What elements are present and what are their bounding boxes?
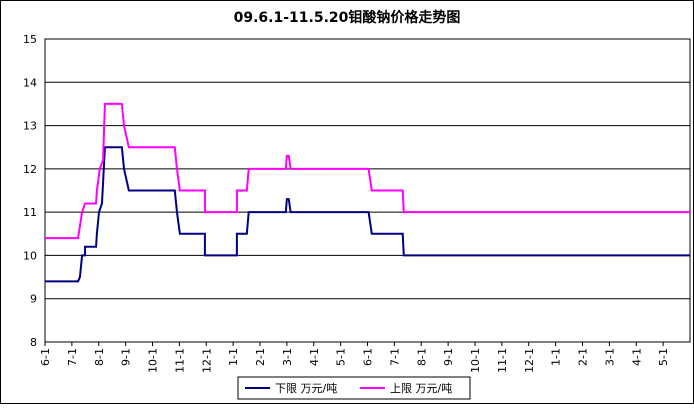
x-tick-label: 7-1 <box>388 348 401 366</box>
x-tick-label: 11-1 <box>496 348 509 373</box>
x-tick-label: 6-1 <box>39 348 52 366</box>
x-tick-label: 1-1 <box>227 348 240 366</box>
x-tick-label: 2-1 <box>577 348 590 366</box>
chart-title: 09.6.1-11.5.20钼酸钠价格走势图 <box>234 9 461 26</box>
y-tick-label: 10 <box>23 249 37 262</box>
x-tick-label: 5-1 <box>335 348 348 366</box>
y-tick-label: 15 <box>23 33 37 46</box>
legend-label: 下限 万元/吨 <box>275 382 337 395</box>
x-tick-label: 11-1 <box>173 348 186 373</box>
y-tick-label: 8 <box>30 336 37 349</box>
y-tick-label: 13 <box>23 120 37 133</box>
x-tick-label: 9-1 <box>442 348 455 366</box>
x-tick-label: 12-1 <box>523 348 536 373</box>
y-tick-label: 14 <box>23 76 37 89</box>
y-tick-label: 11 <box>23 206 37 219</box>
x-tick-label: 3-1 <box>281 348 294 366</box>
x-tick-label: 5-1 <box>657 348 670 366</box>
series-line <box>45 102 690 240</box>
x-tick-label: 9-1 <box>120 348 133 366</box>
legend <box>237 376 471 400</box>
x-tick-label: 6-1 <box>362 348 375 366</box>
x-tick-label: 3-1 <box>603 348 616 366</box>
x-tick-label: 1-1 <box>550 348 563 366</box>
series-line <box>45 146 690 283</box>
x-tick-label: 8-1 <box>415 348 428 366</box>
x-tick-label: 4-1 <box>308 348 321 366</box>
x-tick-label: 8-1 <box>93 348 106 366</box>
y-tick-label: 9 <box>30 293 37 306</box>
x-tick-label: 12-1 <box>200 348 213 373</box>
y-tick-label: 12 <box>23 163 37 176</box>
legend-label: 上限 万元/吨 <box>390 382 452 395</box>
x-tick-label: 10-1 <box>469 348 482 373</box>
x-tick-label: 4-1 <box>630 348 643 366</box>
x-tick-label: 2-1 <box>254 348 267 366</box>
x-tick-label: 10-1 <box>147 348 160 373</box>
x-tick-label: 7-1 <box>66 348 79 366</box>
